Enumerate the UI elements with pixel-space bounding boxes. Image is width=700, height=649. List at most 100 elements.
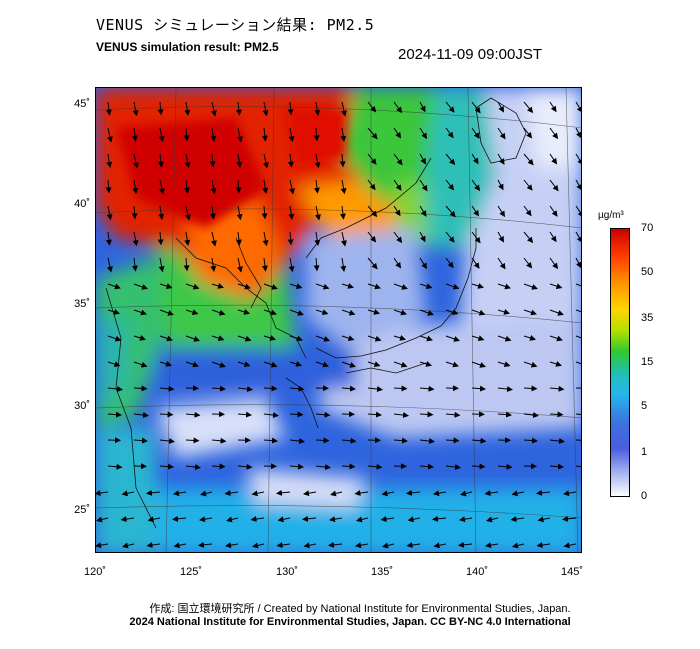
- wind-arrow: [235, 179, 242, 194]
- wind-arrow: [549, 361, 562, 367]
- wind-arrow: [159, 361, 172, 367]
- wind-arrow: [549, 153, 558, 165]
- wind-arrow: [131, 127, 138, 142]
- wind-arrow: [96, 516, 109, 523]
- wind-arrow: [226, 516, 239, 523]
- wind-arrow: [497, 309, 510, 315]
- colorbar-label-5: 5: [641, 400, 648, 412]
- pm25-colorbar: [610, 228, 630, 497]
- wind-arrow: [419, 205, 427, 217]
- wind-arrow: [575, 205, 581, 218]
- wind-arrow: [549, 257, 559, 270]
- wind-arrow: [133, 361, 148, 368]
- wind-arrow: [575, 101, 581, 113]
- wind-arrow: [497, 231, 504, 243]
- wind-arrow: [287, 101, 294, 116]
- wind-arrow: [185, 309, 199, 316]
- pm25-map-canvas: [96, 88, 581, 552]
- wind-arrow: [132, 179, 139, 194]
- wind-arrow: [236, 257, 243, 273]
- wind-arrow: [235, 231, 242, 246]
- wind-arrow: [173, 542, 187, 549]
- wind-arrow: [497, 283, 511, 290]
- wind-arrow: [183, 257, 190, 272]
- wind-arrow: [523, 309, 537, 316]
- lon-tick-135: 135˚: [370, 566, 394, 578]
- wind-arrow: [393, 231, 403, 244]
- wind-arrow: [341, 283, 354, 289]
- wind-arrow: [549, 335, 563, 342]
- wind-arrow: [382, 542, 395, 549]
- pm25-map: [95, 87, 582, 553]
- wind-arrow: [131, 257, 138, 272]
- colorbar-label-15: 15: [641, 356, 654, 368]
- wind-arrow: [133, 335, 146, 341]
- wind-arrow: [209, 205, 216, 220]
- wind-arrow: [381, 490, 395, 497]
- wind-arrow: [132, 231, 139, 247]
- wind-arrow: [225, 542, 239, 549]
- wind-arrow: [575, 413, 581, 415]
- wind-arrow: [340, 231, 347, 247]
- wind-arrow: [497, 179, 504, 191]
- wind-arrow: [549, 411, 564, 418]
- wind-arrow: [159, 438, 175, 445]
- wind-arrow: [445, 179, 455, 191]
- wind-arrow: [471, 283, 484, 289]
- colorbar-label-35: 35: [641, 312, 654, 324]
- wind-arrow: [313, 127, 320, 142]
- wind-arrow: [262, 179, 269, 194]
- wind-arrow: [146, 542, 161, 548]
- wind-arrow: [575, 465, 581, 468]
- wind-arrow: [367, 361, 381, 368]
- wind-arrow: [289, 385, 305, 392]
- wind-arrow: [107, 335, 122, 342]
- wind-arrow: [393, 283, 408, 290]
- wind-arrow: [159, 385, 175, 392]
- wind-vectors: [96, 101, 581, 549]
- wind-arrow: [157, 231, 164, 246]
- wind-arrow: [158, 127, 165, 143]
- wind-arrow: [471, 153, 479, 165]
- wind-arrow: [277, 516, 291, 523]
- wind-arrow: [107, 386, 123, 393]
- wind-arrow: [419, 385, 435, 392]
- wind-arrow: [287, 231, 294, 246]
- wind-arrow: [523, 385, 538, 392]
- wind-arrow: [172, 515, 187, 522]
- wind-arrow: [120, 516, 135, 522]
- wind-arrow: [549, 438, 565, 445]
- wind-arrow: [315, 309, 329, 316]
- wind-arrow: [575, 127, 581, 139]
- wind-arrow: [107, 463, 123, 470]
- wind-arrow: [198, 541, 213, 548]
- wind-arrow: [393, 335, 406, 341]
- wind-arrow: [132, 153, 139, 169]
- wind-arrow: [237, 309, 250, 315]
- wind-arrow: [471, 385, 486, 392]
- wind-arrow: [133, 412, 149, 419]
- colorbar-label-70: 70: [641, 222, 654, 234]
- wind-arrow: [549, 205, 558, 217]
- wind-arrow: [445, 205, 456, 218]
- wind-arrow: [445, 101, 455, 113]
- wind-arrow: [367, 283, 381, 290]
- wind-arrow: [549, 127, 559, 140]
- wind-arrow: [549, 231, 557, 243]
- map-title-japanese: VENUS シミュレーション結果: PM2.5: [96, 16, 375, 34]
- wind-arrow: [471, 309, 486, 316]
- wind-arrow: [497, 386, 513, 393]
- wind-arrow: [549, 283, 563, 290]
- wind-arrow: [419, 309, 434, 316]
- wind-arrow: [315, 411, 331, 418]
- wind-arrow: [340, 179, 347, 195]
- wind-arrow: [393, 412, 409, 419]
- wind-arrow: [563, 490, 577, 497]
- wind-arrow: [133, 309, 147, 316]
- wind-arrow: [549, 463, 564, 470]
- wind-arrow: [122, 542, 135, 549]
- wind-arrow: [288, 179, 295, 195]
- wind-arrow: [445, 127, 454, 139]
- colorbar-label-1: 1: [641, 446, 648, 458]
- wind-arrow: [252, 542, 265, 549]
